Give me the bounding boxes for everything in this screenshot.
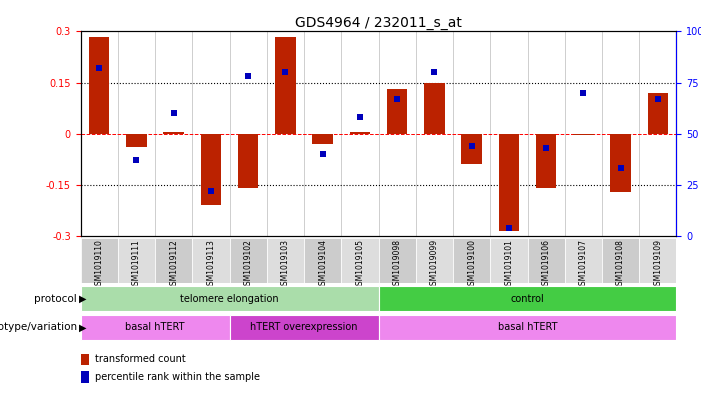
Bar	[341, 238, 379, 283]
Bar	[163, 132, 184, 134]
Bar	[453, 238, 490, 283]
Text: hTERT overexpression: hTERT overexpression	[250, 322, 358, 332]
Text: GSM1019113: GSM1019113	[207, 239, 215, 290]
Bar	[155, 238, 192, 283]
Bar	[81, 354, 89, 365]
Text: transformed count: transformed count	[95, 354, 185, 364]
Text: GSM1019098: GSM1019098	[393, 239, 402, 290]
Text: GSM1019111: GSM1019111	[132, 239, 141, 290]
Text: genotype/variation: genotype/variation	[0, 322, 77, 332]
Text: GSM1019112: GSM1019112	[169, 239, 178, 290]
Text: GSM1019101: GSM1019101	[505, 239, 513, 290]
Bar	[528, 238, 565, 283]
Text: GSM1019110: GSM1019110	[95, 239, 104, 290]
Text: control: control	[510, 294, 545, 304]
Bar	[461, 134, 482, 164]
Bar	[192, 238, 230, 283]
Bar	[118, 238, 155, 283]
Bar	[81, 286, 379, 311]
Text: basal hTERT: basal hTERT	[498, 322, 557, 332]
Text: GSM1019103: GSM1019103	[281, 239, 290, 290]
Bar	[230, 315, 379, 340]
Bar	[565, 238, 602, 283]
Bar	[126, 134, 147, 147]
Text: telomere elongation: telomere elongation	[180, 294, 279, 304]
Text: GSM1019107: GSM1019107	[579, 239, 588, 290]
Text: GSM1019108: GSM1019108	[616, 239, 625, 290]
Bar	[200, 134, 222, 205]
Bar	[89, 37, 109, 134]
Bar	[81, 238, 118, 283]
Bar	[602, 238, 639, 283]
Bar	[230, 238, 267, 283]
Title: GDS4964 / 232011_s_at: GDS4964 / 232011_s_at	[295, 17, 462, 30]
Bar	[498, 134, 519, 231]
Bar	[387, 89, 407, 134]
Bar	[639, 238, 676, 283]
Bar	[379, 286, 676, 311]
Text: ▶: ▶	[79, 294, 86, 304]
Text: GSM1019109: GSM1019109	[653, 239, 662, 290]
Bar	[304, 238, 341, 283]
Bar	[648, 93, 668, 134]
Bar	[81, 315, 230, 340]
Text: percentile rank within the sample: percentile rank within the sample	[95, 372, 259, 382]
Bar	[275, 37, 296, 134]
Bar	[573, 134, 594, 135]
Bar	[238, 134, 259, 188]
Text: basal hTERT: basal hTERT	[125, 322, 185, 332]
Text: ▶: ▶	[79, 322, 86, 332]
Bar	[490, 238, 528, 283]
Text: GSM1019099: GSM1019099	[430, 239, 439, 290]
Bar	[424, 83, 444, 134]
Text: GSM1019102: GSM1019102	[244, 239, 252, 290]
Bar	[350, 132, 370, 134]
Text: protocol: protocol	[34, 294, 77, 304]
Bar	[536, 134, 557, 188]
Bar	[267, 238, 304, 283]
Bar	[379, 238, 416, 283]
Text: GSM1019104: GSM1019104	[318, 239, 327, 290]
Text: GSM1019100: GSM1019100	[467, 239, 476, 290]
Text: GSM1019106: GSM1019106	[542, 239, 550, 290]
Bar	[379, 315, 676, 340]
Bar	[611, 134, 631, 191]
Bar	[416, 238, 453, 283]
Bar	[313, 134, 333, 144]
Text: GSM1019105: GSM1019105	[355, 239, 365, 290]
Bar	[81, 371, 89, 383]
